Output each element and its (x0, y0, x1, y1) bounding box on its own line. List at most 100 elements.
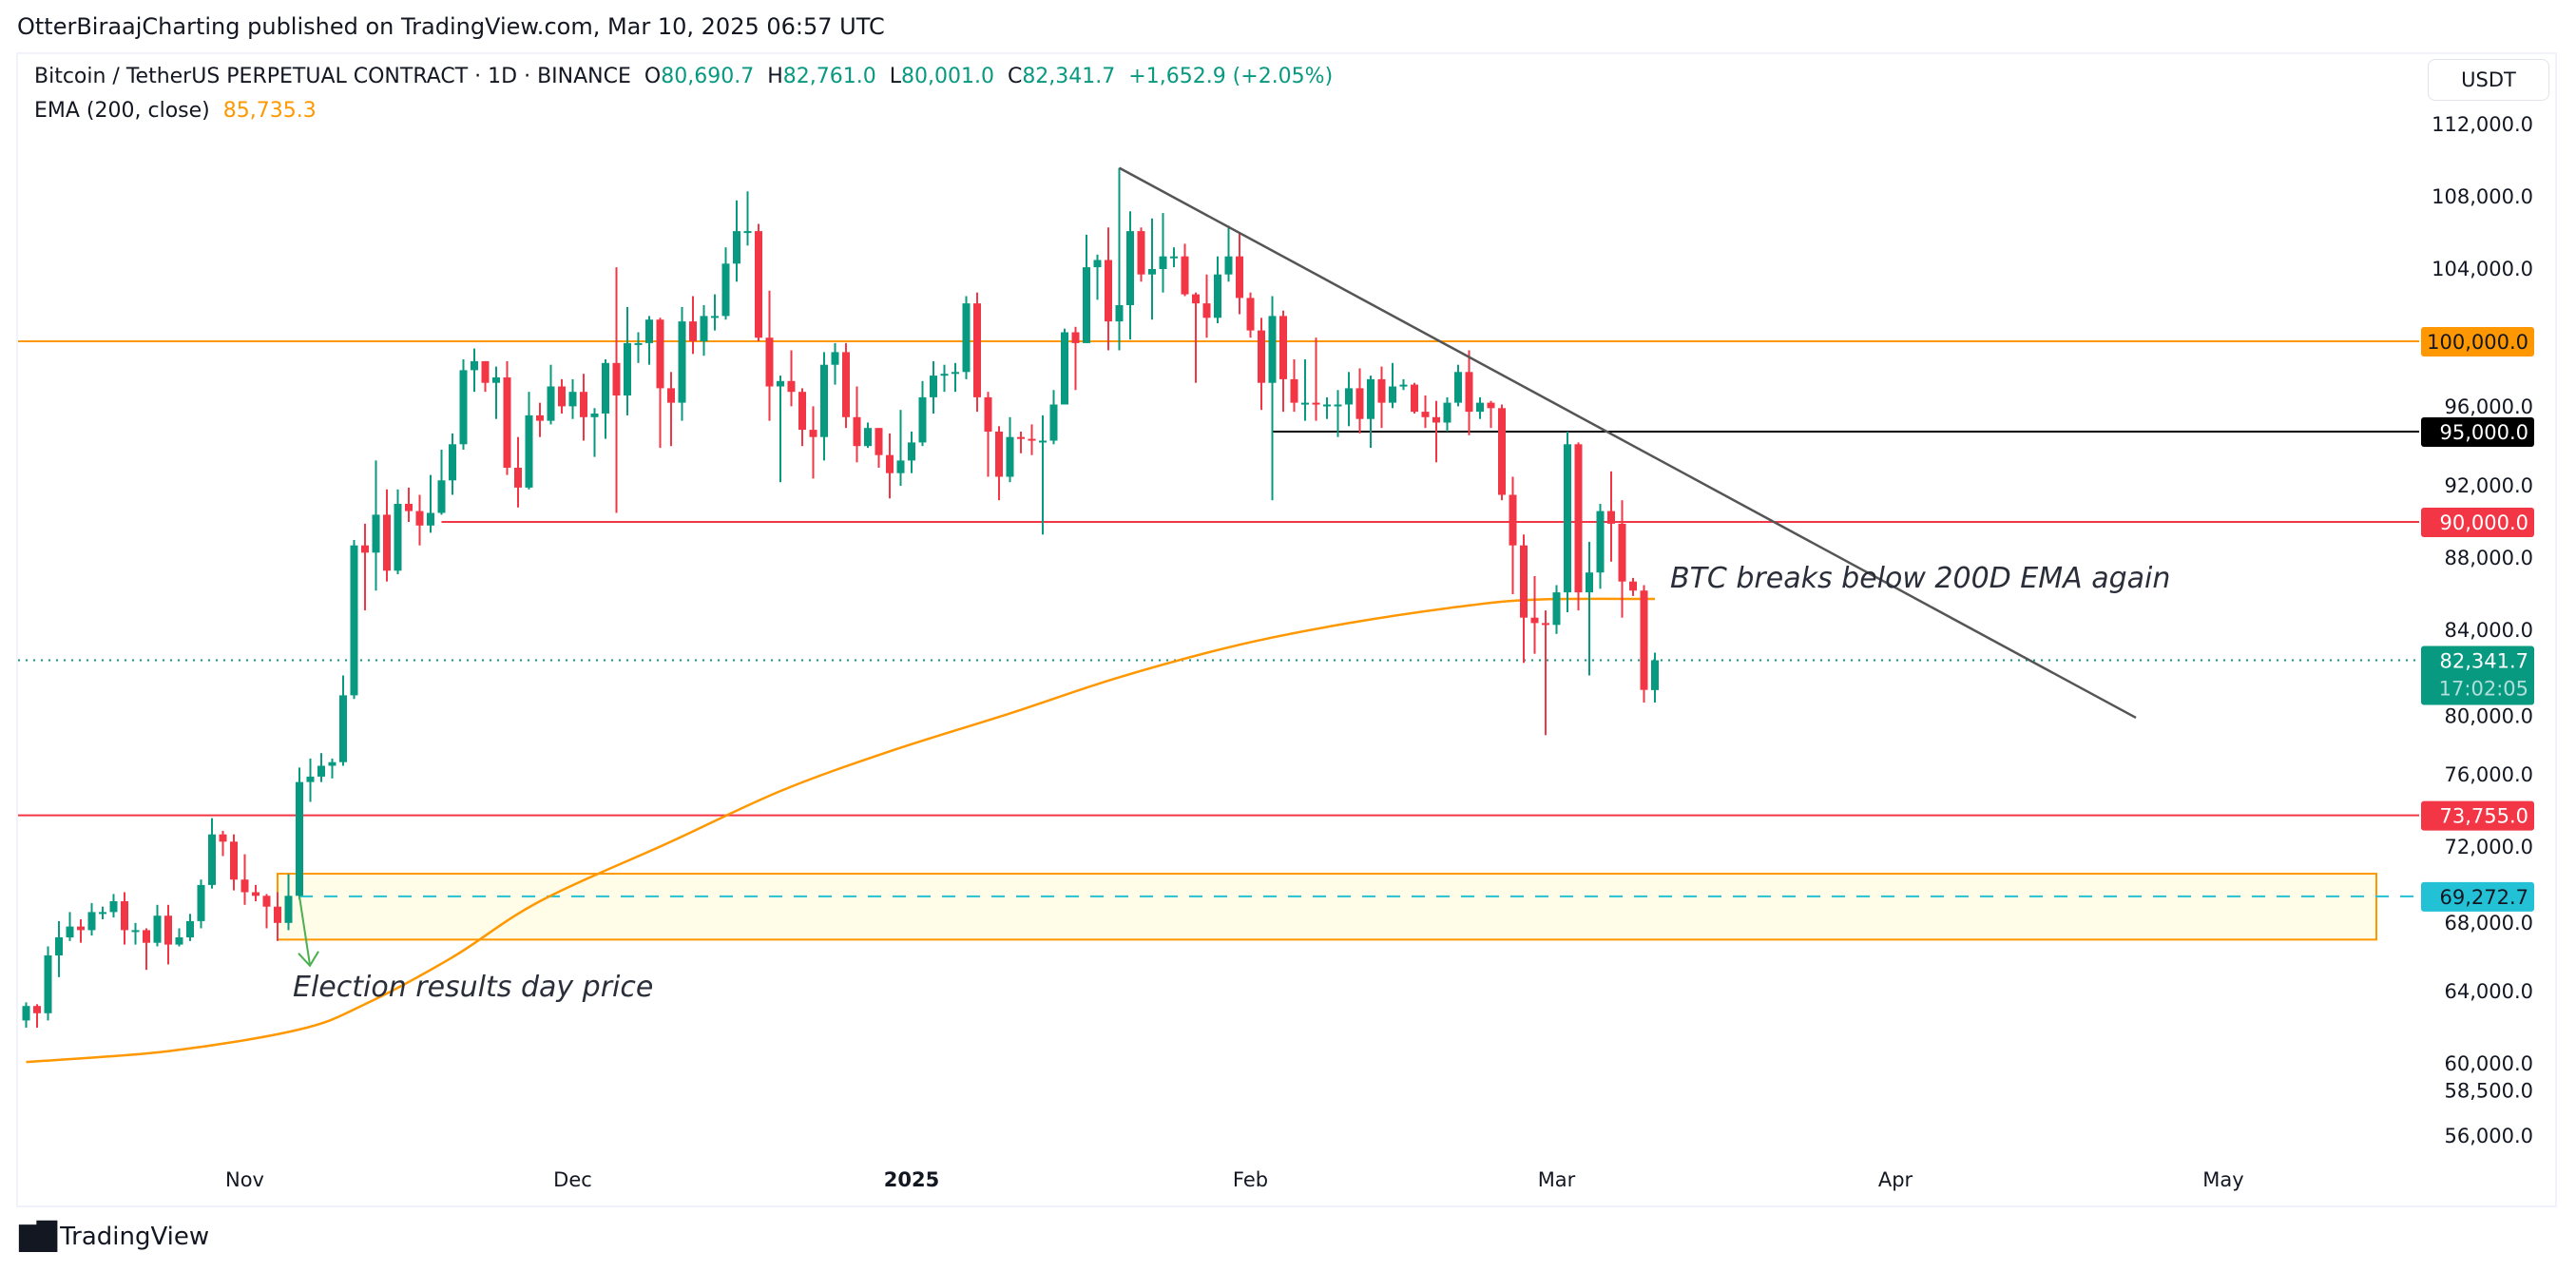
candle[interactable] (1345, 372, 1353, 427)
candle[interactable] (1509, 476, 1517, 595)
candle[interactable] (1028, 424, 1036, 455)
candle[interactable] (755, 223, 762, 342)
candle[interactable] (1202, 274, 1211, 338)
candle[interactable] (864, 422, 872, 449)
candle[interactable] (580, 374, 587, 441)
candle[interactable] (1399, 378, 1408, 391)
candle[interactable] (186, 914, 194, 941)
annotation-election[interactable]: Election results day price (293, 971, 653, 1004)
candle[interactable] (1530, 576, 1539, 654)
candle[interactable] (1105, 227, 1112, 351)
candle[interactable] (1465, 350, 1473, 435)
candle[interactable] (831, 342, 839, 385)
candle[interactable] (415, 494, 424, 546)
candle[interactable] (1290, 359, 1298, 413)
candle[interactable] (602, 359, 609, 439)
currency-button[interactable]: USDT (2428, 59, 2549, 101)
candle[interactable] (99, 906, 106, 919)
candle[interactable] (634, 332, 643, 363)
candle[interactable] (525, 392, 533, 490)
candle[interactable] (711, 294, 719, 331)
candle[interactable] (689, 296, 697, 355)
candle[interactable] (656, 318, 664, 449)
candle[interactable] (896, 410, 905, 486)
candle[interactable] (197, 879, 205, 929)
candle[interactable] (55, 920, 63, 977)
candle[interactable] (1279, 310, 1287, 413)
candle[interactable] (568, 378, 577, 419)
candle[interactable] (743, 191, 752, 246)
candle[interactable] (328, 758, 336, 779)
candle[interactable] (1498, 404, 1506, 501)
candle[interactable] (153, 904, 162, 947)
candle[interactable] (1268, 296, 1277, 501)
candle[interactable] (1039, 414, 1047, 535)
price-axis[interactable]: 112,000.0 108,000.0 104,000.0 96,000.0 92,00… (2432, 113, 2533, 1147)
candle[interactable] (1083, 234, 1090, 343)
candle[interactable] (1629, 577, 1637, 596)
candle[interactable] (798, 388, 806, 447)
candle[interactable] (733, 200, 740, 282)
election-zone-rect[interactable] (277, 873, 2377, 941)
candle[interactable] (1542, 610, 1549, 736)
candle[interactable] (678, 306, 686, 421)
candle[interactable] (1159, 213, 1167, 293)
candle[interactable] (164, 904, 172, 965)
candle[interactable] (590, 408, 599, 457)
candle[interactable] (1640, 585, 1648, 703)
candle[interactable] (1334, 390, 1342, 437)
ema-label[interactable]: EMA (200, close) (34, 99, 210, 123)
candle[interactable] (361, 523, 369, 611)
candle[interactable] (1214, 256, 1221, 323)
candle[interactable] (765, 290, 774, 421)
candle[interactable] (612, 267, 621, 513)
trendline-layer[interactable] (1118, 166, 2137, 720)
ema-200-line[interactable] (26, 597, 1656, 1064)
candle[interactable] (471, 348, 478, 393)
candle[interactable] (1115, 167, 1124, 351)
candle[interactable] (1377, 366, 1386, 429)
candle[interactable] (1411, 382, 1418, 414)
candle[interactable] (339, 675, 347, 766)
time-axis[interactable]: Nov Dec 2025 Feb Mar Apr May (225, 1168, 2244, 1191)
candle[interactable] (437, 450, 446, 515)
candle[interactable] (721, 247, 730, 320)
candle[interactable] (372, 460, 380, 591)
candle[interactable] (777, 376, 784, 483)
candle[interactable] (1137, 227, 1145, 282)
candle[interactable] (219, 830, 227, 857)
candle[interactable] (624, 306, 631, 415)
candle[interactable] (809, 406, 817, 479)
candle[interactable] (995, 426, 1003, 501)
candle[interactable] (962, 296, 971, 379)
candle[interactable] (33, 1004, 41, 1028)
candle[interactable] (918, 380, 927, 447)
candle[interactable] (1443, 396, 1451, 432)
candle[interactable] (77, 919, 85, 943)
candle[interactable] (514, 436, 522, 508)
candle[interactable] (1367, 376, 1375, 449)
candle[interactable] (1071, 326, 1080, 391)
candle[interactable] (175, 928, 183, 947)
tradingview-logo[interactable]: ▇█ TradingView (19, 1221, 209, 1252)
candle[interactable] (296, 767, 303, 900)
candle[interactable] (558, 378, 566, 414)
candle[interactable] (143, 928, 150, 971)
candle[interactable] (930, 360, 937, 414)
candle[interactable] (1520, 534, 1528, 664)
candle[interactable] (459, 359, 468, 450)
candle[interactable] (1258, 318, 1265, 411)
candle[interactable] (940, 364, 949, 393)
candle[interactable] (1093, 254, 1102, 300)
candle[interactable] (1126, 211, 1134, 340)
candle[interactable] (700, 305, 708, 357)
candle[interactable] (1006, 416, 1014, 483)
candle[interactable] (109, 894, 118, 918)
candle[interactable] (1552, 585, 1561, 634)
symbol-title[interactable]: Bitcoin / TetherUS PERPETUAL CONTRACT · … (34, 65, 631, 88)
candle[interactable] (405, 487, 413, 522)
candle[interactable] (645, 316, 653, 365)
candle[interactable] (1192, 292, 1200, 383)
candle[interactable] (842, 342, 850, 429)
candle[interactable] (1432, 400, 1440, 463)
